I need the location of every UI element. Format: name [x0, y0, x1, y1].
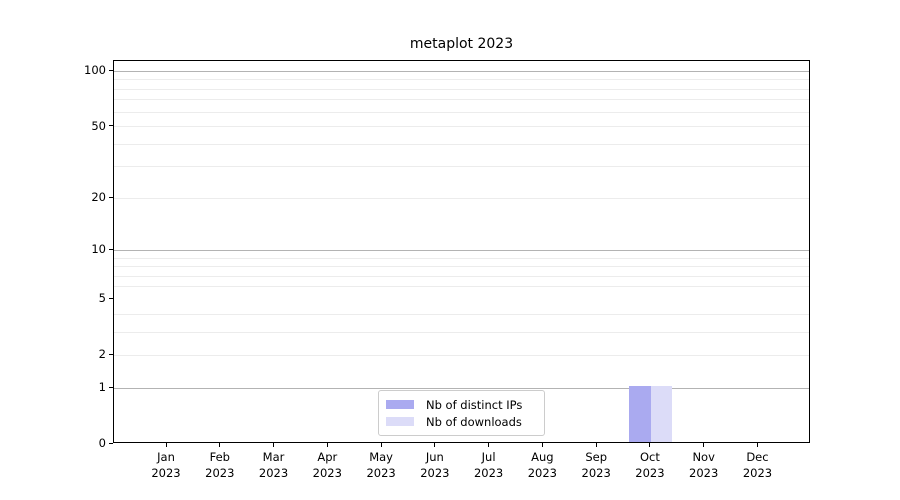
gridline-minor: [114, 275, 809, 277]
x-tick-label-line: May: [369, 450, 393, 464]
legend-label-downloads: Nb of downloads: [426, 414, 522, 429]
x-tick-label: Aug 2023: [512, 449, 572, 481]
x-tick-mark: [273, 443, 275, 447]
legend-swatch-downloads: [386, 417, 414, 426]
y-tick-mark: [109, 297, 113, 299]
gridline-minor: [114, 143, 809, 145]
gridline-minor: [114, 313, 809, 315]
gridline-minor: [114, 331, 809, 333]
x-tick-label-line: Mar: [262, 450, 285, 464]
legend-item-downloads: Nb of downloads: [386, 415, 534, 429]
x-tick-label-line: Jan: [157, 450, 175, 464]
gridline-major: [114, 249, 809, 251]
x-tick-label: Jun 2023: [405, 449, 465, 481]
x-tick-label-line: 2023: [635, 466, 665, 480]
gridline-minor: [114, 88, 809, 90]
bar-distinct-ips: [629, 386, 651, 442]
x-tick-label-line: Aug: [531, 450, 554, 464]
x-tick-label: Feb 2023: [190, 449, 250, 481]
gridline-minor: [114, 79, 809, 81]
y-tick-mark: [109, 196, 113, 198]
plot-area: [113, 60, 810, 443]
x-tick-label-line: 2023: [689, 466, 719, 480]
x-tick-label-line: Feb: [209, 450, 230, 464]
x-tick-mark: [541, 443, 543, 447]
gridline-minor: [114, 197, 809, 199]
gridline-major: [114, 70, 809, 72]
chart-title: metaplot 2023: [409, 36, 514, 52]
gridline-minor: [114, 257, 809, 259]
gridline-minor: [114, 126, 809, 128]
gridline-minor: [114, 111, 809, 113]
legend-swatch-distinct-ips: [386, 400, 414, 409]
x-tick-mark: [595, 443, 597, 447]
x-tick-label-line: Sep: [585, 450, 607, 464]
y-tick-label: 2: [98, 347, 106, 362]
x-tick-label: Oct 2023: [620, 449, 680, 481]
y-tick-label: 100: [84, 63, 106, 78]
x-tick-label: Dec 2023: [727, 449, 787, 481]
x-tick-label-line: 2023: [258, 466, 289, 480]
bar-downloads: [650, 386, 673, 442]
x-tick-mark: [649, 443, 651, 447]
x-tick-label: Apr 2023: [297, 449, 357, 481]
y-tick-label: 1: [98, 380, 106, 395]
x-tick-label-line: 2023: [420, 466, 450, 480]
y-tick-mark: [109, 353, 113, 355]
x-tick-label: May 2023: [351, 449, 411, 481]
gridline-minor: [114, 266, 809, 268]
x-tick-mark: [434, 443, 436, 447]
gridline-major: [114, 387, 809, 389]
y-tick-label: 50: [91, 118, 106, 133]
y-tick-mark: [109, 442, 113, 444]
x-tick-label: Nov 2023: [674, 449, 734, 481]
y-tick-mark: [109, 386, 113, 388]
gridline-minor: [114, 166, 809, 168]
y-axis: 0 1 2 5 10 20 50 100: [0, 60, 106, 450]
x-tick-label: Mar 2023: [244, 449, 304, 481]
x-tick-label: Jul 2023: [459, 449, 519, 481]
y-tick-mark: [109, 125, 113, 127]
x-tick-label-line: 2023: [742, 466, 773, 480]
x-tick-mark: [165, 443, 167, 447]
x-tick-label-line: Jul: [481, 450, 496, 464]
x-tick-label-line: Jun: [425, 450, 444, 464]
y-tick-label: 20: [91, 190, 106, 205]
gridline-minor: [114, 354, 809, 356]
x-tick-mark: [703, 443, 705, 447]
x-tick-mark: [756, 443, 758, 447]
x-tick-mark: [380, 443, 382, 447]
x-tick-mark: [326, 443, 328, 447]
legend-item-distinct-ips: Nb of distinct IPs: [386, 398, 534, 412]
gridline-minor: [114, 286, 809, 288]
y-tick-label: 0: [98, 436, 106, 450]
x-tick-label-line: 2023: [312, 466, 342, 480]
y-tick-label: 5: [98, 291, 106, 306]
x-tick-label-line: 2023: [205, 466, 235, 480]
legend-label-distinct-ips: Nb of distinct IPs: [426, 397, 523, 412]
x-tick-label-line: 2023: [151, 466, 181, 480]
x-tick-label-line: 2023: [527, 466, 558, 480]
y-tick-mark: [109, 248, 113, 250]
legend: Nb of distinct IPs Nb of downloads: [378, 390, 545, 436]
y-tick-mark: [109, 69, 113, 71]
x-tick-label-line: Nov: [692, 450, 715, 464]
x-tick-label-line: Oct: [639, 450, 660, 464]
x-tick-mark: [219, 443, 221, 447]
x-tick-label-line: 2023: [366, 466, 396, 480]
x-tick-label: Jan 2023: [136, 449, 196, 481]
y-tick-label: 10: [91, 242, 106, 257]
x-tick-mark: [488, 443, 490, 447]
gridline-minor: [114, 99, 809, 101]
x-tick-label-line: 2023: [581, 466, 611, 480]
x-tick-label-line: Dec: [746, 450, 769, 464]
x-tick-label: Sep 2023: [566, 449, 626, 481]
x-tick-label-line: 2023: [473, 466, 504, 480]
x-tick-label-line: Apr: [317, 450, 338, 464]
